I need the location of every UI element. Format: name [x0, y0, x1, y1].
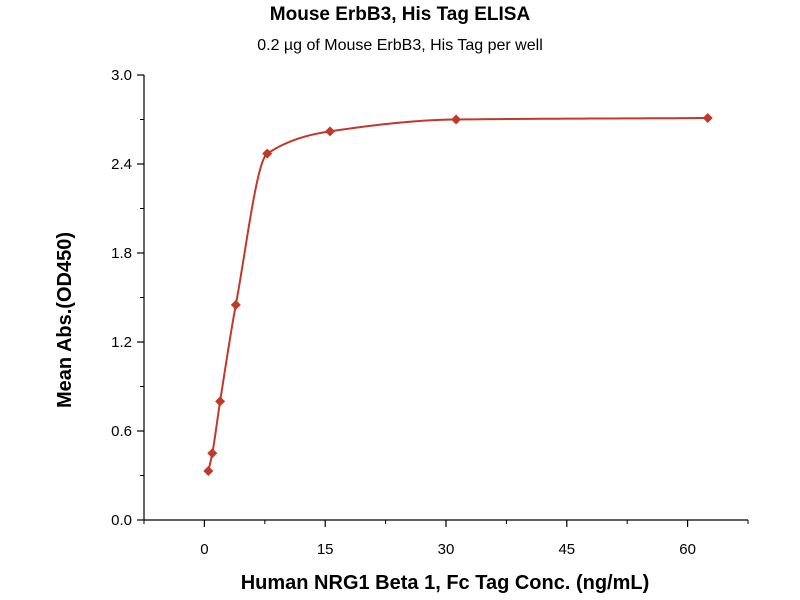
- x-tick-label: 60: [679, 541, 696, 558]
- x-tick-label: 0: [200, 541, 208, 558]
- y-tick-label: 2.4: [111, 156, 132, 173]
- data-point: [207, 448, 218, 459]
- x-tick-label: 30: [438, 541, 455, 558]
- data-point: [702, 113, 713, 124]
- y-tick-label: 1.8: [111, 245, 132, 262]
- x-tick-label: 15: [317, 541, 334, 558]
- data-point: [203, 466, 214, 477]
- x-axis-title: Human NRG1 Beta 1, Fc Tag Conc. (ng/mL): [241, 572, 650, 594]
- x-tick-label: 45: [558, 541, 575, 558]
- data-point: [230, 299, 241, 310]
- chart-title: Mouse ErbB3, His Tag ELISA: [269, 4, 531, 25]
- axes: 0.0 0.6 1.2 1.8 2.4 3.0 0 15 30 45 60: [111, 67, 749, 558]
- y-tick-label: 0.6: [111, 423, 132, 440]
- y-axis-title: Mean Abs.(OD450): [54, 232, 76, 408]
- data-point: [451, 114, 462, 125]
- y-tick-label: 0.0: [111, 512, 132, 529]
- data-point: [215, 396, 226, 407]
- data-point: [262, 148, 273, 159]
- y-tick-label: 1.2: [111, 334, 132, 351]
- y-tick-label: 3.0: [111, 67, 132, 84]
- chart-subtitle: 0.2 µg of Mouse ErbB3, His Tag per well: [257, 37, 543, 54]
- fit-curve: [207, 117, 708, 472]
- data-points: [203, 113, 713, 477]
- data-point: [325, 126, 336, 137]
